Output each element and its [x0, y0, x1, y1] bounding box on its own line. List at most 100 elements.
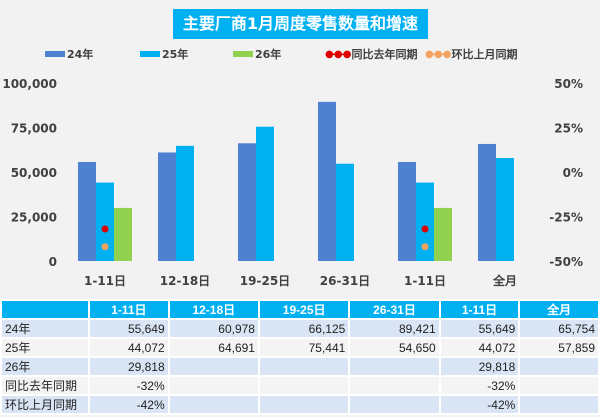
column-header: 1-11日 [88, 299, 170, 320]
bar-26年 [114, 207, 132, 261]
table-cell [348, 394, 441, 415]
table-cell: 44,072 [438, 337, 521, 358]
x-tick-label: 全月 [492, 273, 517, 288]
column-header: 1-11日 [438, 299, 521, 320]
table-cell: 64,691 [167, 337, 260, 358]
legend-line-marker: ●-●-● [325, 48, 352, 60]
legend: 24年 25年 26年 ●-●-● 同比去年同期 ●-●-● 环比上月同期 [0, 46, 600, 64]
column-header: 全月 [518, 299, 600, 320]
bar-24年 [398, 161, 416, 261]
table-cell: -42% [438, 394, 521, 415]
bar-26年 [434, 207, 452, 261]
x-tick-label: 19-25日 [240, 274, 290, 288]
legend-swatch [45, 51, 65, 57]
legend-item: ●-●-● 同比去年同期 [325, 46, 417, 62]
legend-label: 24年 [67, 48, 94, 61]
legend-label: 同比去年同期 [351, 48, 418, 61]
y2-tick-label: -50% [549, 255, 583, 269]
y-tick-label: 100,000 [2, 77, 57, 91]
table-cell: -32% [438, 375, 521, 396]
legend-item: 25年 [140, 46, 188, 62]
row-label: 24年 [0, 318, 90, 339]
bar-25年 [256, 126, 274, 261]
y-tick-label: 75,000 [11, 122, 57, 136]
bar-24年 [318, 101, 336, 261]
y2-tick-label: -25% [549, 211, 583, 225]
table-row: 环比上月同期 -42% -42% [0, 394, 600, 415]
point-同比去年同期 [421, 225, 429, 233]
bar-25年 [496, 158, 514, 261]
table-header-row: 1-11日 12-18日 19-25日 26-31日 1-11日 全月 [0, 299, 600, 320]
bar-25年 [176, 145, 194, 261]
data-table: 1-11日 12-18日 19-25日 26-31日 1-11日 全月 24年 55,649 6… [0, 299, 600, 415]
table-row: 26年 29,818 29,818 [0, 356, 600, 377]
row-label: 25年 [0, 337, 90, 358]
legend-label: 环比上月同期 [451, 48, 518, 61]
point-环比上月同期 [101, 243, 109, 251]
table-cell: 57,859 [518, 337, 600, 358]
table-cell [167, 356, 260, 377]
table-cell [167, 394, 260, 415]
bar-25年 [96, 182, 114, 261]
table-cell [167, 375, 260, 396]
y-tick-label: 25,000 [11, 211, 57, 225]
bar-24年 [158, 152, 176, 261]
table-cell [348, 375, 441, 396]
table-cell [518, 375, 600, 396]
row-label: 26年 [0, 356, 90, 377]
x-tick-label: 1-11日 [84, 274, 126, 288]
table-cell: -32% [88, 375, 170, 396]
table-cell: 55,649 [438, 318, 521, 339]
y-tick-label: 50,000 [11, 166, 57, 180]
y2-tick-label: 0% [563, 166, 583, 180]
chart-title: 主要厂商1月周度零售数量和增速 [173, 9, 428, 39]
y2-tick-label: 50% [554, 77, 583, 91]
table-cell [257, 356, 351, 377]
table-cell: 29,818 [88, 356, 170, 377]
row-label: 同比去年同期 [0, 375, 90, 396]
x-tick-label: 12-18日 [160, 274, 210, 288]
bar-24年 [238, 143, 256, 261]
table-row: 同比去年同期 -32% -32% [0, 375, 600, 396]
table-cell [518, 394, 600, 415]
table-row: 24年 55,649 60,978 66,125 89,421 55,649 65,754 [0, 318, 600, 339]
bar-24年 [478, 143, 496, 261]
legend-line-marker: ●-●-● [425, 48, 452, 60]
table-cell [518, 356, 600, 377]
table-cell: 66,125 [257, 318, 351, 339]
bar-25年 [416, 182, 434, 261]
table-cell: 29,818 [438, 356, 521, 377]
table-cell: 75,441 [257, 337, 351, 358]
legend-label: 25年 [162, 48, 189, 61]
table-cell: 44,072 [88, 337, 170, 358]
table-cell: 54,650 [348, 337, 441, 358]
table-cell [257, 375, 351, 396]
table-cell [257, 394, 351, 415]
point-环比上月同期 [421, 243, 429, 251]
table-cell: -42% [88, 394, 170, 415]
column-header [0, 299, 90, 320]
column-header: 19-25日 [257, 299, 351, 320]
table-cell [348, 356, 441, 377]
legend-item: 24年 [45, 46, 93, 62]
bar-24年 [78, 161, 96, 261]
legend-item: ●-●-● 环比上月同期 [425, 46, 517, 62]
legend-swatch [233, 51, 253, 57]
y2-tick-label: 25% [554, 122, 583, 136]
table-cell: 60,978 [167, 318, 260, 339]
legend-item: 26年 [233, 46, 281, 62]
row-label: 环比上月同期 [0, 394, 90, 415]
table-cell: 55,649 [88, 318, 170, 339]
x-tick-label: 26-31日 [320, 274, 370, 288]
x-tick-label: 1-11日 [404, 274, 446, 288]
column-header: 12-18日 [167, 299, 260, 320]
column-header: 26-31日 [348, 299, 441, 320]
legend-swatch [140, 51, 160, 57]
table-row: 25年 44,072 64,691 75,441 54,650 44,072 57,859 [0, 337, 600, 358]
chart: 0 25,000 50,000 75,000 100,000 -50% -25% 0% 25% 5… [2, 77, 583, 288]
legend-label: 26年 [255, 48, 282, 61]
bar-25年 [336, 163, 354, 261]
y-tick-label: 0 [49, 255, 57, 269]
table-cell: 65,754 [518, 318, 600, 339]
point-同比去年同期 [101, 225, 109, 233]
